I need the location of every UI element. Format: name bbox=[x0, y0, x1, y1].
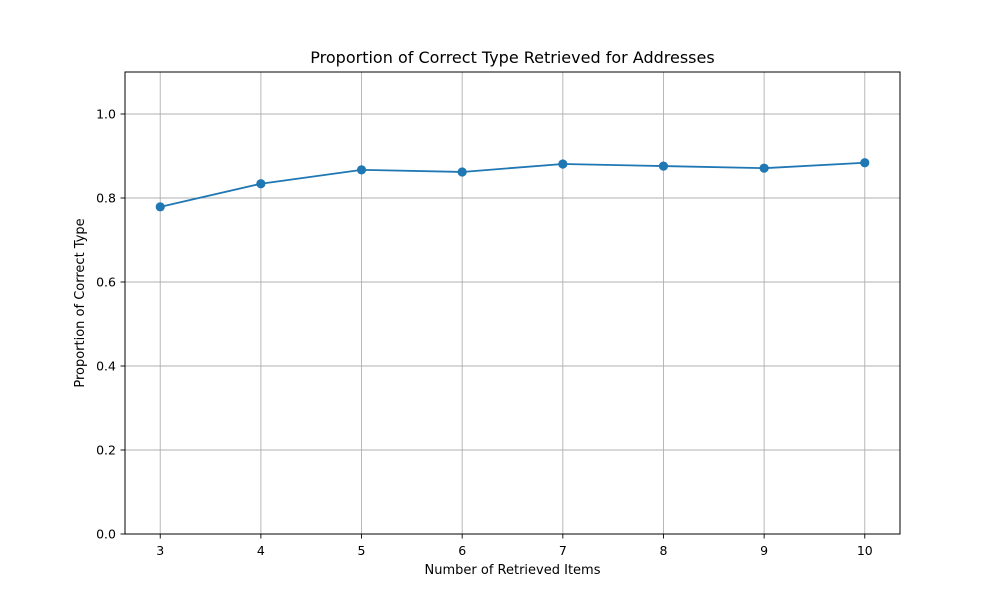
y-tick-label: 0.6 bbox=[96, 275, 116, 290]
plot-frame bbox=[124, 71, 901, 535]
x-axis-label: Number of Retrieved Items bbox=[425, 563, 601, 578]
data-point bbox=[558, 159, 568, 169]
y-tick-label: 0.2 bbox=[96, 443, 116, 458]
y-tick-label: 1.0 bbox=[96, 107, 116, 122]
y-tick-label: 0.4 bbox=[96, 359, 116, 374]
x-tick-label: 8 bbox=[659, 543, 667, 558]
series-line bbox=[160, 161, 865, 208]
x-tick-label: 10 bbox=[857, 543, 873, 558]
data-point bbox=[356, 165, 367, 175]
x-tick-label: 9 bbox=[760, 543, 768, 558]
data-point bbox=[759, 163, 769, 173]
x-tick-label: 3 bbox=[156, 543, 164, 558]
x-tick-label: 5 bbox=[358, 543, 366, 558]
data-point bbox=[457, 167, 467, 177]
x-tick-label: 7 bbox=[559, 543, 567, 558]
data-point bbox=[860, 158, 870, 168]
y-axis-label: Proportion of Correct Type bbox=[73, 218, 88, 387]
chart-title: Proportion of Correct Type Retrieved for… bbox=[310, 48, 714, 67]
x-tick-label: 6 bbox=[458, 543, 466, 558]
axis-ticks: 3 4 5 6 7 8 9 10 0.0 0.2 0.4 0.6 0.8 1.0 bbox=[96, 107, 873, 559]
grid-lines bbox=[125, 72, 900, 535]
y-tick-label: 0.8 bbox=[96, 191, 116, 206]
y-tick-label: 0.0 bbox=[96, 527, 116, 542]
data-point bbox=[256, 179, 266, 189]
data-point bbox=[155, 202, 165, 212]
series-layer bbox=[155, 158, 870, 212]
data-point bbox=[658, 161, 669, 171]
x-tick-label: 4 bbox=[257, 543, 265, 558]
